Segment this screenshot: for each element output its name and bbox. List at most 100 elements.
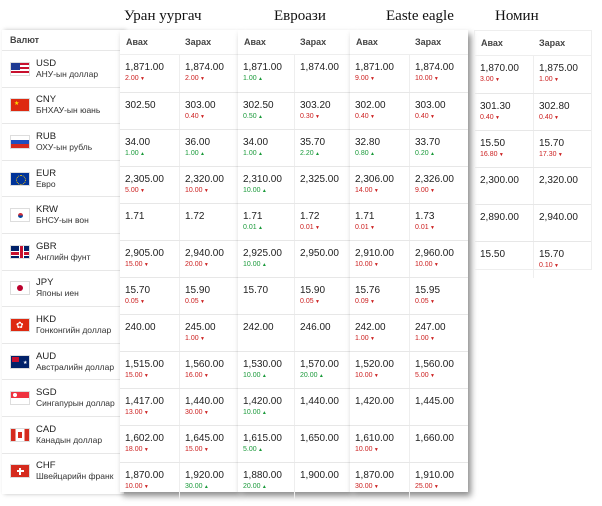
- arrow-down-icon: ▼: [142, 484, 149, 490]
- sell-rate: 247.00: [415, 322, 446, 333]
- buy-rate: 1,871.00: [125, 62, 164, 73]
- buy-cell: 2,305.00 5.00 ▼: [120, 167, 179, 203]
- buy-change: 18.00 ▼: [125, 445, 179, 455]
- sell-cell: 1,874.00 10.00 ▼: [409, 55, 468, 92]
- change-value: 2.20: [300, 150, 314, 157]
- sell-rate: 1,560.00: [415, 359, 454, 370]
- sell-change: 10.00 ▼: [415, 74, 468, 84]
- sell-change: 0.05 ▼: [185, 297, 238, 307]
- currency-row-eur: EUR Евро: [2, 159, 124, 197]
- sell-cell: 2,950.00: [294, 241, 350, 277]
- sell-change: 9.00 ▼: [415, 186, 468, 196]
- change-value: 30.00: [355, 483, 373, 490]
- rate-row: 2,905.00 15.00 ▼ 2,940.00 20.00 ▼: [120, 240, 238, 277]
- arrow-down-icon: ▼: [497, 152, 504, 158]
- arrow-down-icon: ▼: [313, 114, 320, 120]
- buy-cell: 302.50: [120, 93, 179, 129]
- sell-cell: 2,320.00: [533, 168, 591, 204]
- change-value: 0.20: [415, 150, 429, 157]
- sell-rate: 1,920.00: [185, 470, 224, 481]
- sell-rate: 15.70: [539, 138, 565, 149]
- change-value: 0.50: [243, 113, 257, 120]
- sell-rate: 1,874.00: [415, 62, 454, 73]
- sell-cell: 15.90 0.05 ▼: [179, 278, 238, 314]
- sell-cell: 15.70 0.10 ▼: [533, 242, 591, 278]
- rate-row: 1,870.00 3.00 ▼ 1,875.00 1.00 ▼: [475, 56, 591, 93]
- buy-rate: 1.71: [125, 211, 145, 222]
- buy-cell: 1,871.00 9.00 ▼: [350, 55, 409, 92]
- change-value: 10.00: [355, 446, 373, 453]
- au-flag-icon: ★: [10, 354, 30, 369]
- arrow-up-icon: ▲: [256, 151, 263, 157]
- change-value: 1.00: [243, 75, 257, 82]
- buy-rate: 2,300.00: [480, 175, 519, 186]
- currency-code: JPY: [36, 277, 54, 289]
- buy-change: 14.00 ▼: [355, 186, 409, 196]
- currency-name: Английн фунт: [36, 251, 91, 262]
- arrow-down-icon: ▼: [552, 77, 559, 83]
- rate-row: 2,306.00 14.00 ▼ 2,326.00 9.00 ▼: [350, 166, 468, 203]
- change-value: 0.01: [415, 224, 429, 231]
- change-value: 2.00: [185, 75, 199, 82]
- currency-row-gbr: GBR Английн фунт: [2, 232, 124, 270]
- buy-change: 10.00 ▲: [243, 408, 294, 418]
- currency-row-usd: USD АНУ-ын доллар: [2, 50, 124, 87]
- arrow-up-icon: ▲: [256, 114, 263, 120]
- sell-rate: 15.90: [300, 285, 326, 296]
- change-value: 1.00: [125, 150, 139, 157]
- arrow-down-icon: ▼: [556, 152, 563, 158]
- rate-row: 15.70 15.90 0.05 ▼: [238, 277, 350, 314]
- buy-change: 9.00 ▼: [355, 74, 409, 84]
- rate-row: 1,615.00 5.00 ▲ 1,650.00: [238, 425, 350, 462]
- sell-rate: 1,650.00: [300, 433, 339, 444]
- sell-rate: 2,950.00: [300, 248, 339, 259]
- buy-change: 15.00 ▼: [125, 260, 179, 270]
- rate-row: 1,420.00 1,445.00: [350, 388, 468, 425]
- sell-rate: 1,445.00: [415, 396, 454, 407]
- sell-cell: 1,440.00 30.00 ▼: [179, 389, 238, 425]
- change-value: 10.00: [243, 187, 261, 194]
- rate-row: 2,910.00 10.00 ▼ 2,960.00 10.00 ▼: [350, 240, 468, 277]
- arrow-down-icon: ▼: [428, 336, 435, 342]
- buy-cell: 15.70 0.05 ▼: [120, 278, 179, 314]
- arrow-up-icon: ▲: [256, 447, 263, 453]
- change-value: 0.40: [185, 113, 199, 120]
- change-value: 15.00: [125, 261, 143, 268]
- bank-title-4: Номин: [495, 8, 539, 24]
- sell-change: 0.30 ▼: [300, 112, 350, 122]
- sell-cell: 302.80 0.40 ▼: [533, 94, 591, 130]
- change-value: 9.00: [355, 75, 369, 82]
- arrow-down-icon: ▼: [313, 299, 320, 305]
- bank-title-1: Уран уургач: [124, 8, 202, 24]
- arrow-down-icon: ▼: [202, 410, 209, 416]
- arrow-down-icon: ▼: [428, 299, 435, 305]
- currency-code: KRW: [36, 204, 58, 216]
- change-value: 20.00: [300, 372, 318, 379]
- sell-cell: 303.00 0.40 ▼: [179, 93, 238, 129]
- sell-rate: 2,960.00: [415, 248, 454, 259]
- buy-cell: 1,870.00 30.00 ▼: [350, 463, 409, 499]
- sell-rate: 303.00: [185, 100, 216, 111]
- bank-header: Авах Зарах: [238, 30, 350, 55]
- rate-row: 1,602.00 18.00 ▼ 1,645.00 15.00 ▼: [120, 425, 238, 462]
- currency-code: EUR: [36, 167, 57, 179]
- buy-change: 0.01 ▼: [355, 223, 409, 233]
- currency-name: БНХАУ-ын юань: [36, 105, 101, 116]
- change-value: 17.30: [539, 151, 557, 158]
- buy-rate: 1,871.00: [243, 62, 282, 73]
- arrow-down-icon: ▼: [142, 410, 149, 416]
- sell-cell: 35.70 2.20 ▲: [294, 130, 350, 166]
- change-value: 5.00: [415, 372, 429, 379]
- buy-rate: 1,417.00: [125, 396, 164, 407]
- arrow-down-icon: ▼: [368, 76, 375, 82]
- rate-row: 240.00 245.00 1.00 ▼: [120, 314, 238, 351]
- rate-row: 15.50 16.80 ▼ 15.70 17.30 ▼: [475, 130, 591, 167]
- change-value: 10.00: [415, 75, 433, 82]
- sell-rate: 303.00: [415, 100, 446, 111]
- rate-row: 302.50 303.00 0.40 ▼: [120, 92, 238, 129]
- change-value: 0.05: [185, 298, 199, 305]
- buy-cell: 2,910.00 10.00 ▼: [350, 241, 409, 277]
- sell-rate: 2,320.00: [185, 174, 224, 185]
- sell-cell: 1,560.00 16.00 ▼: [179, 352, 238, 388]
- sell-cell: 245.00 1.00 ▼: [179, 315, 238, 351]
